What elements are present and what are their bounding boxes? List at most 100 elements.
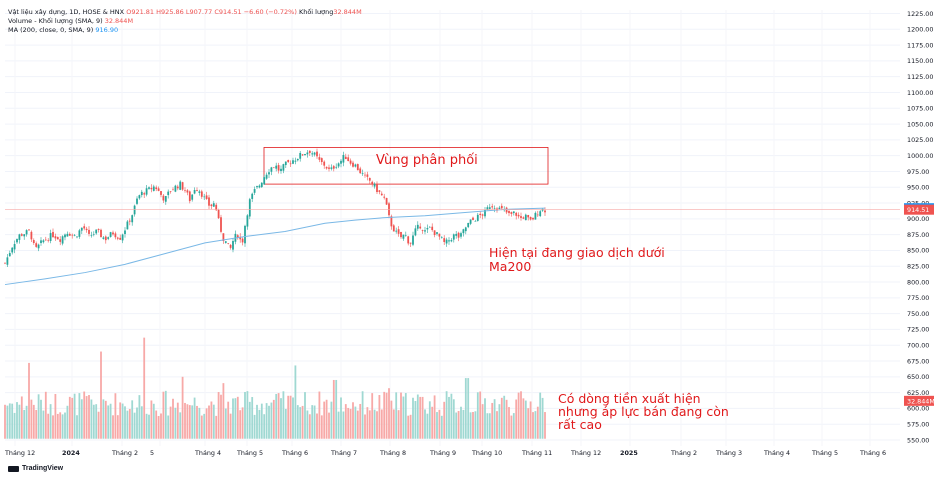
candle-body — [412, 235, 414, 245]
volume-bar — [385, 392, 388, 439]
candle-body — [517, 214, 520, 217]
time-tick-label: Tháng 5 — [811, 449, 838, 457]
candle-body — [37, 244, 40, 249]
candle-body — [467, 222, 470, 228]
volume-bar — [335, 379, 338, 439]
volume-bar — [354, 406, 357, 439]
volume-bar — [366, 407, 369, 439]
candle-body — [404, 235, 407, 236]
volume-bar — [308, 414, 311, 439]
candle-body — [191, 194, 194, 200]
price-tick-label: 625.00 — [907, 389, 929, 397]
candle-body — [452, 234, 455, 240]
tradingview-logo[interactable]: TradingView — [8, 465, 63, 472]
volume-bar — [253, 414, 256, 439]
candle-body — [126, 221, 129, 230]
candle-body — [152, 186, 155, 191]
volume-bar — [78, 393, 81, 439]
price-tick-label: 775.00 — [907, 294, 929, 302]
candle-body — [340, 160, 342, 164]
candle-body — [80, 227, 83, 231]
volume-bar — [460, 406, 462, 439]
volume-bar — [23, 409, 26, 439]
volume-bar — [191, 405, 194, 439]
candle-body — [438, 233, 441, 237]
volume-bar — [438, 409, 441, 439]
candle-body — [512, 211, 515, 214]
candle-body — [222, 233, 225, 242]
candle-body — [241, 238, 244, 243]
volume-bar — [476, 392, 479, 439]
candle-body — [529, 217, 532, 220]
volume-bar — [104, 400, 107, 439]
volume-bar — [59, 412, 62, 439]
candle-body — [270, 167, 273, 172]
time-tick-label: Tháng 12 — [4, 449, 35, 457]
candle-body — [203, 196, 206, 198]
volume-bar — [491, 402, 494, 439]
volume-bar — [534, 411, 537, 439]
candle-body — [256, 186, 258, 188]
candle-body — [121, 234, 124, 241]
price-tick-label: 1075.00 — [907, 105, 933, 113]
volume-bar — [229, 413, 232, 439]
candle-body — [56, 237, 59, 240]
annotation-cashflow-line2: nhưng áp lực bán đang còn — [558, 404, 729, 419]
volume-bar — [340, 397, 342, 439]
volume-bar — [150, 400, 153, 439]
candle-body — [172, 189, 174, 191]
candle-body — [349, 160, 352, 164]
candle-body — [44, 239, 47, 241]
volume-bar — [260, 403, 263, 439]
candle-body — [224, 241, 227, 243]
candle-body — [20, 234, 23, 236]
volume-bar — [128, 409, 131, 439]
candle-body — [328, 167, 330, 169]
candle-body — [361, 173, 364, 175]
candle-body — [508, 210, 510, 214]
volume-bar — [414, 401, 417, 439]
volume-bar — [522, 398, 525, 439]
volume-bar — [392, 409, 395, 439]
price-tick-label: 950.00 — [907, 184, 929, 192]
time-tick-label: Tháng 9 — [429, 449, 456, 457]
close-price-label: 914.51 — [907, 206, 929, 214]
volume-bar — [138, 395, 141, 439]
annotation-cashflow-line3: rất cao — [558, 417, 602, 432]
price-tick-label: 1125.00 — [907, 73, 933, 81]
candle-body — [527, 214, 530, 218]
volume-bar — [131, 400, 134, 439]
candle-body — [248, 199, 251, 217]
time-tick-label: Tháng 5 — [236, 449, 263, 457]
volume-bar — [35, 410, 38, 439]
time-tick-label: Tháng 2 — [111, 449, 138, 457]
volume-bar — [176, 402, 179, 439]
chart-grid — [5, 10, 900, 446]
volume-bar — [289, 395, 292, 439]
candle-body — [232, 240, 234, 250]
candle-body — [107, 237, 110, 239]
candle-body — [272, 167, 275, 169]
volume-bar — [320, 415, 323, 439]
volume-bar — [467, 378, 470, 439]
volume-bar — [402, 396, 405, 439]
candle-body — [493, 208, 496, 210]
candle-body — [100, 229, 102, 238]
candle-body — [486, 207, 489, 210]
price-tick-label: 900.00 — [907, 215, 929, 223]
price-tick-label: 1025.00 — [907, 136, 933, 144]
volume-bar — [426, 413, 429, 439]
candle-body — [174, 185, 177, 192]
volume-bar — [236, 396, 239, 439]
candle-body — [445, 239, 448, 244]
price-axis: 1225.00 1200.00 1175.00 1150.00 1125.00 1100.… — [907, 10, 933, 444]
candle-body — [433, 230, 436, 236]
candle-body — [260, 182, 263, 187]
volume-bar — [493, 399, 496, 439]
volume-bar — [445, 391, 448, 439]
volume-bar — [282, 391, 285, 439]
candle-body — [323, 161, 326, 166]
candle-body — [469, 219, 472, 224]
volume-bar — [100, 351, 102, 439]
